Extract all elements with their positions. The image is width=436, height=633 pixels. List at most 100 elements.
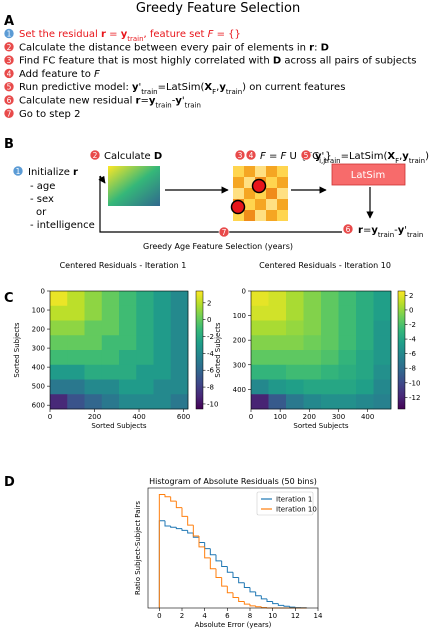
histogram-step bbox=[209, 548, 216, 556]
text-run: Calculate bbox=[104, 151, 154, 162]
colorbar-tick-label: -10 bbox=[409, 379, 420, 387]
rich-text: Add feature to F bbox=[19, 69, 100, 80]
heat-cell bbox=[373, 305, 392, 321]
axes-frame bbox=[250, 290, 392, 410]
histogram-step bbox=[192, 525, 199, 537]
histogram-step bbox=[170, 496, 177, 502]
step-number: 7 bbox=[7, 109, 12, 118]
step-badge bbox=[3, 68, 15, 79]
heat-cell bbox=[170, 350, 189, 366]
text-run: ) bbox=[425, 151, 429, 162]
text-run: train bbox=[407, 231, 423, 239]
step-number: 1 bbox=[7, 30, 12, 39]
histogram-step bbox=[215, 554, 222, 562]
heat-cell bbox=[303, 364, 322, 380]
option-label: - intelligence bbox=[30, 220, 95, 231]
rich-text: y'train=LatSim(XF,ytrain) bbox=[315, 151, 429, 165]
step-badge bbox=[3, 94, 15, 106]
step-badge bbox=[3, 108, 15, 119]
heat-cell bbox=[101, 291, 120, 307]
text-run: train bbox=[226, 88, 242, 96]
heat-cell bbox=[67, 379, 85, 395]
text-run: y bbox=[398, 225, 405, 236]
colorbar-tick-label: -8 bbox=[207, 384, 214, 392]
text-run: ) on current features bbox=[242, 82, 345, 93]
text-run: F bbox=[395, 157, 399, 165]
y-tick-label: 0 bbox=[242, 288, 246, 296]
heat-cell bbox=[268, 335, 287, 351]
text-run: train bbox=[127, 35, 143, 43]
rich-text: Go to step 2 bbox=[19, 109, 80, 120]
text-run: y bbox=[149, 96, 156, 107]
step-badge bbox=[89, 149, 101, 161]
histogram-step bbox=[215, 568, 222, 578]
panel-label: A bbox=[4, 14, 14, 29]
step-badge bbox=[300, 149, 312, 161]
heat-cell bbox=[338, 379, 357, 395]
heat-cell bbox=[101, 305, 120, 321]
histogram-step bbox=[187, 530, 194, 534]
step-badge bbox=[3, 54, 15, 66]
heat-cell bbox=[338, 291, 357, 307]
heat-cell bbox=[50, 335, 68, 351]
step-badge bbox=[342, 223, 354, 235]
step-number: 5 bbox=[304, 151, 309, 160]
heat-cell bbox=[119, 394, 137, 410]
text-run: train bbox=[155, 102, 171, 110]
heat-cell bbox=[84, 291, 103, 307]
histogram-step bbox=[238, 597, 245, 602]
y-tick-label: 0 bbox=[41, 288, 45, 296]
text-run: =LatSim( bbox=[158, 82, 205, 93]
x-tick-label: 10 bbox=[268, 612, 277, 620]
x-tick-label: 6 bbox=[225, 612, 230, 620]
text-run: Run predictive model: bbox=[19, 82, 132, 93]
text-run: Find FC feature that is most highly corr… bbox=[19, 56, 273, 67]
subplot-title: Centered Residuals - Iteration 1 bbox=[60, 261, 187, 270]
heat-cell bbox=[251, 335, 269, 351]
colorbar-tick-label: -6 bbox=[409, 350, 417, 358]
text-run: y bbox=[371, 225, 378, 236]
histogram-step bbox=[198, 536, 205, 548]
heat-cell bbox=[119, 335, 137, 351]
heat-cell bbox=[153, 350, 172, 366]
heat-cell bbox=[101, 364, 120, 380]
y-axis-label: Ratio Subject-Subject Pairs bbox=[134, 501, 142, 595]
heat-cell bbox=[268, 291, 287, 307]
heat-cell bbox=[101, 379, 120, 395]
heat-cell bbox=[50, 291, 68, 307]
text-run: F bbox=[208, 29, 214, 40]
heat-cell bbox=[50, 394, 68, 410]
text-run: y bbox=[132, 82, 139, 93]
step-number: 2 bbox=[93, 151, 98, 160]
text-run: y bbox=[121, 29, 128, 40]
histogram-step bbox=[204, 546, 211, 559]
colorbar-tick-label: 0 bbox=[207, 316, 211, 324]
heat-cell bbox=[67, 394, 85, 410]
heat-cell bbox=[170, 305, 189, 321]
heat-cell bbox=[153, 379, 172, 395]
histogram-step bbox=[260, 595, 267, 600]
heat-cell bbox=[286, 291, 304, 307]
rich-text: Calculate new residual r=ytrain-y'train bbox=[19, 96, 201, 110]
text-run: i,j bbox=[319, 157, 325, 165]
heat-cell bbox=[50, 305, 68, 321]
heat-cell bbox=[321, 320, 339, 336]
heat-cell bbox=[338, 335, 357, 351]
panel-label: B bbox=[4, 137, 14, 152]
heat-cell bbox=[321, 291, 339, 307]
text-run: F bbox=[212, 88, 216, 96]
heat-cell bbox=[303, 350, 322, 366]
rich-text: Find FC feature that is most highly corr… bbox=[19, 56, 416, 67]
colorbar-tick-label: 2 bbox=[207, 299, 211, 307]
heat-cell bbox=[153, 320, 172, 336]
y-axis-label: Sorted Subjects bbox=[13, 322, 21, 377]
heat-cell bbox=[356, 364, 374, 380]
text-run: Add feature to bbox=[19, 69, 94, 80]
y-tick-label: 400 bbox=[233, 386, 246, 394]
heat-cell bbox=[136, 320, 154, 336]
text-run: , feature set bbox=[144, 29, 208, 40]
text-run: y bbox=[175, 96, 182, 107]
heat-cell bbox=[338, 305, 357, 321]
histogram-step bbox=[209, 557, 216, 570]
subplot-title: Centered Residuals - Iteration 10 bbox=[259, 261, 391, 270]
